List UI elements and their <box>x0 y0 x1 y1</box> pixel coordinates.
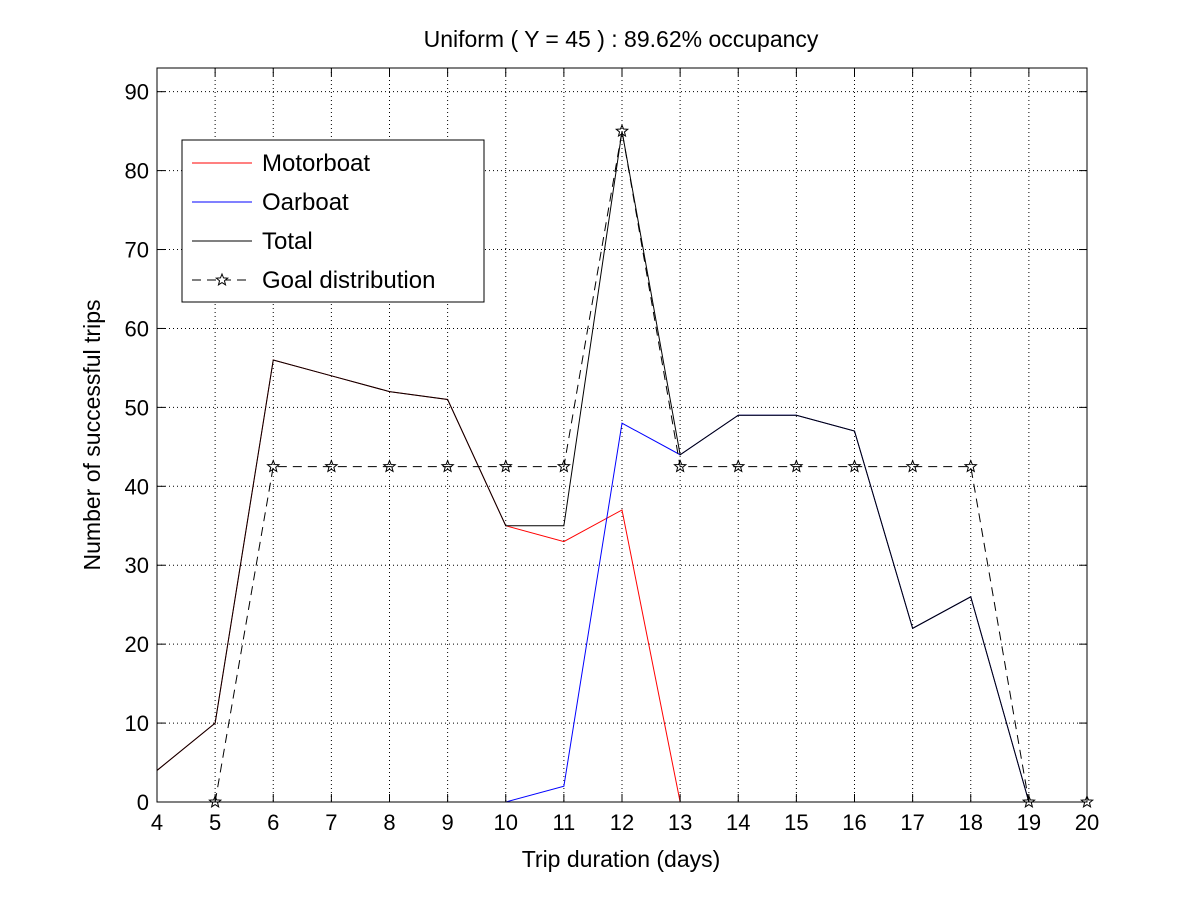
x-tick-label: 4 <box>151 810 163 835</box>
y-tick-label: 10 <box>125 711 149 736</box>
series-line-total <box>156 131 1030 803</box>
x-tick-label: 18 <box>959 810 983 835</box>
data-point-goal-distribution <box>382 459 397 473</box>
data-point-goal-distribution <box>731 459 746 473</box>
data-point-goal-distribution <box>266 459 281 473</box>
x-tick-label: 11 <box>552 810 575 835</box>
x-tick-label: 6 <box>267 810 279 835</box>
x-tick-label: 12 <box>610 810 634 835</box>
legend-label-total: Total <box>262 228 313 255</box>
legend-label-motorboat: Motorboat <box>262 150 370 177</box>
y-tick-label: 60 <box>125 316 149 341</box>
x-tick-label: 13 <box>668 810 692 835</box>
y-tick-label: 70 <box>125 238 149 263</box>
data-point-goal-distribution <box>614 123 630 138</box>
y-tick-label: 50 <box>125 395 149 420</box>
y-tick-label: 90 <box>125 80 149 105</box>
series-line-motorboat <box>156 359 1029 803</box>
legend: Motorboat Oarboat Total Goal distribution <box>181 139 485 303</box>
data-point-goal-distribution <box>556 459 571 473</box>
data-point-goal-distribution <box>673 459 688 473</box>
data-point-goal-distribution <box>208 794 223 808</box>
y-axis-label: Number of successful trips <box>79 300 105 571</box>
y-tick-label: 80 <box>125 159 149 184</box>
x-tick-label: 5 <box>209 810 221 835</box>
data-point-goal-distribution <box>324 459 339 473</box>
grid-layer <box>157 68 1087 802</box>
x-tick-label: 9 <box>442 810 454 835</box>
data-point-goal-distribution <box>1021 794 1036 808</box>
series-line-goal-distribution <box>214 131 1087 803</box>
y-tick-label: 40 <box>125 474 149 499</box>
series-line-oarboat <box>157 414 1030 803</box>
data-point-goal-distribution <box>905 459 920 473</box>
data-point-goal-distribution <box>847 459 862 473</box>
legend-label-goal-distribution: Goal distribution <box>262 267 435 294</box>
x-tick-label: 20 <box>1075 810 1099 835</box>
x-tick-label: 17 <box>900 810 924 835</box>
x-tick-label: 14 <box>726 810 750 835</box>
x-axis-label: Trip duration (days) <box>522 846 721 872</box>
y-tick-label: 0 <box>137 790 149 815</box>
data-point-goal-distribution <box>789 459 804 473</box>
data-point-goal-distribution <box>440 459 455 473</box>
data-point-goal-distribution <box>1079 794 1095 808</box>
chart-title: Uniform ( Y = 45 ) : 89.62% occupancy <box>424 26 819 52</box>
x-tick-label: 16 <box>842 810 866 835</box>
x-tick-label: 8 <box>383 810 395 835</box>
legend-label-oarboat: Oarboat <box>262 189 349 216</box>
x-tick-label: 10 <box>494 810 518 835</box>
x-tick-label: 15 <box>784 810 808 835</box>
y-tick-label: 20 <box>125 632 149 657</box>
y-tick-label: 30 <box>125 553 149 578</box>
data-point-goal-distribution <box>498 459 513 473</box>
x-tick-label: 19 <box>1017 810 1041 835</box>
data-point-goal-distribution <box>963 459 978 473</box>
legend-marker-goal-distribution <box>214 272 230 286</box>
legend-box <box>181 139 485 303</box>
x-tick-label: 7 <box>325 810 337 835</box>
ticks-layer: 4 5 6 7 8 9 10 11 12 13 14 15 16 17 18 19 20 0 10 20 30 40 50 6… <box>125 68 1099 835</box>
